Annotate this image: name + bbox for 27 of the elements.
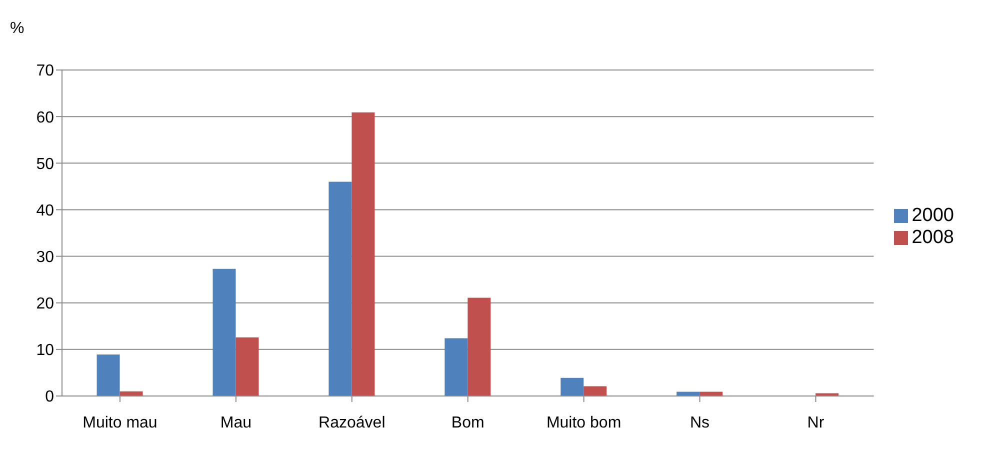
y-tick-label: 40 [36, 202, 54, 220]
bar [212, 268, 236, 396]
legend-label: 2000 [912, 205, 954, 226]
bar [560, 378, 584, 396]
y-tick-label: 70 [36, 62, 54, 80]
y-tick-label: 20 [36, 296, 54, 313]
bar [468, 298, 491, 396]
bar [444, 338, 468, 396]
x-tick-label: Ns [690, 414, 710, 432]
legend-label: 2008 [912, 227, 954, 248]
x-tick-label: Razoável [318, 414, 386, 432]
y-tick-label: 60 [36, 109, 54, 126]
bar [584, 386, 607, 396]
bar [236, 337, 259, 396]
bar [96, 354, 120, 396]
x-tick-label: Nr [807, 414, 825, 432]
y-tick-label: 30 [36, 248, 54, 266]
x-tick-label: Bom [451, 414, 484, 432]
y-tick-label: 50 [36, 156, 54, 173]
y-tick-label: 10 [36, 342, 54, 360]
bar [328, 182, 352, 396]
x-tick-label: Muito mau [82, 414, 158, 432]
y-tick-label: 0 [45, 388, 54, 406]
x-tick-label: Muito bom [546, 414, 622, 432]
bar [352, 112, 375, 396]
x-tick-label: Mau [220, 414, 252, 432]
y-axis-title: % [10, 20, 24, 38]
